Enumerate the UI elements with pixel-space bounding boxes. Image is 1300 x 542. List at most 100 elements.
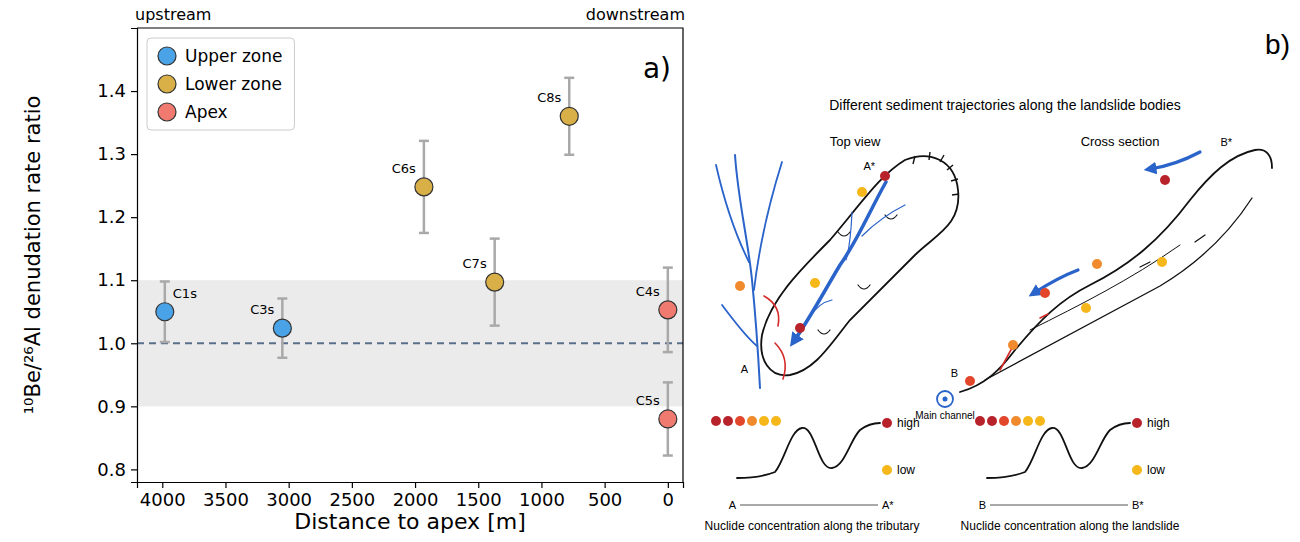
tick-mark	[668, 482, 669, 488]
series	[415, 78, 578, 326]
upstream-label: upstream	[135, 5, 211, 24]
error-cap	[663, 454, 673, 457]
error-cap	[490, 324, 500, 327]
sediment-dot	[965, 376, 975, 386]
legend: Upper zoneLower zoneApex	[147, 38, 294, 130]
sediment-dot	[759, 416, 769, 426]
tick: 1.2	[97, 206, 137, 227]
sediment-dot	[1011, 416, 1021, 426]
sediment-dot	[1035, 416, 1045, 426]
sediment-dot	[1092, 259, 1102, 269]
legend-label: Lower zone	[185, 74, 282, 94]
tick: 1.4	[97, 80, 137, 101]
tick-mark	[131, 343, 137, 344]
sediment-dot	[747, 416, 757, 426]
section-label: A*	[863, 160, 875, 172]
profile-axis	[740, 505, 878, 506]
sediment-dot	[975, 416, 985, 426]
tick-label: 1.4	[97, 80, 126, 101]
sediment-dot	[1040, 288, 1050, 298]
legend-label: Apex	[185, 102, 228, 122]
sediment-dot	[771, 416, 781, 426]
tick-mark	[131, 280, 137, 281]
legend-marker	[158, 75, 176, 93]
point	[156, 303, 174, 321]
high-label: high	[897, 416, 920, 430]
sediment-dot	[711, 416, 721, 426]
error-cap	[160, 341, 170, 344]
plot-area	[137, 78, 683, 456]
tributary	[794, 182, 886, 341]
sediment-dot	[1132, 465, 1142, 475]
panel-label: b)	[1265, 29, 1290, 60]
sediment-path	[1150, 152, 1200, 169]
tick-label: 3500	[203, 489, 249, 510]
headscarp-tick	[940, 155, 944, 162]
tick-mark	[131, 217, 137, 218]
tick-mark	[289, 482, 290, 488]
section-label: A	[741, 363, 749, 375]
tributary-branch	[862, 205, 905, 236]
tick-mark	[131, 469, 137, 470]
sediment-dot	[1160, 175, 1170, 185]
series	[156, 281, 292, 357]
channel-symbol	[943, 397, 948, 402]
sediment-dot	[880, 171, 890, 181]
point-label: C7s	[463, 256, 487, 271]
tick: 1500	[456, 482, 502, 510]
tick-label: 1500	[456, 489, 502, 510]
profile-caption: Nuclide concentration along the tributar…	[705, 519, 920, 533]
point-label: C6s	[392, 161, 416, 176]
sediment-dot	[795, 323, 805, 333]
headscarp-tick	[913, 156, 915, 164]
reference-line	[137, 342, 683, 344]
tick: 4000	[140, 482, 186, 510]
high-label: high	[1147, 416, 1170, 430]
main-channel	[716, 165, 749, 262]
headscarp-tick	[929, 152, 930, 160]
series	[659, 268, 677, 456]
tick-mark	[478, 482, 479, 488]
sediment-dot	[810, 278, 820, 288]
landslide-outline	[761, 156, 958, 375]
band	[137, 280, 683, 406]
tick: 500	[588, 482, 622, 510]
tick-mark	[131, 154, 137, 155]
tick: 0	[663, 482, 674, 510]
headscarp-tick	[952, 194, 959, 195]
hummock	[858, 285, 870, 289]
slope-surface	[960, 150, 1272, 392]
tick: 0.9	[97, 396, 137, 417]
main-channel	[722, 305, 757, 346]
x-axis-line	[138, 483, 684, 489]
sediment-dot	[1157, 257, 1167, 267]
plot-frame	[137, 28, 683, 482]
tick-label: 4000	[140, 489, 186, 510]
sediment-dot	[882, 465, 892, 475]
error-cap	[663, 266, 673, 269]
tick: 3000	[266, 482, 312, 510]
legend-marker	[158, 103, 176, 121]
profile-end-label: B	[979, 499, 986, 511]
concentration-profile	[737, 423, 880, 478]
error-cap	[564, 77, 574, 80]
point-label: C3s	[250, 302, 274, 317]
sediment-dot	[999, 416, 1009, 426]
tick-label: 3000	[266, 489, 312, 510]
error-cap	[160, 280, 170, 283]
section-label: B	[951, 367, 958, 379]
tick-mark	[162, 482, 163, 488]
concentration-profile	[987, 423, 1130, 478]
sediment-dot	[987, 416, 997, 426]
point-label: C5s	[636, 393, 660, 408]
point	[560, 107, 578, 125]
low-label: low	[1147, 463, 1165, 477]
error-cap	[663, 351, 673, 354]
y-axis-line	[131, 29, 138, 483]
tick: 1.1	[97, 269, 137, 290]
tick-mark	[131, 91, 137, 92]
y-axis-title: ¹⁰Be/²⁶Al denudation rate ratio	[21, 96, 45, 415]
sediment-dot	[735, 416, 745, 426]
sediment-dot	[723, 416, 733, 426]
tick-label: 0.9	[97, 396, 126, 417]
